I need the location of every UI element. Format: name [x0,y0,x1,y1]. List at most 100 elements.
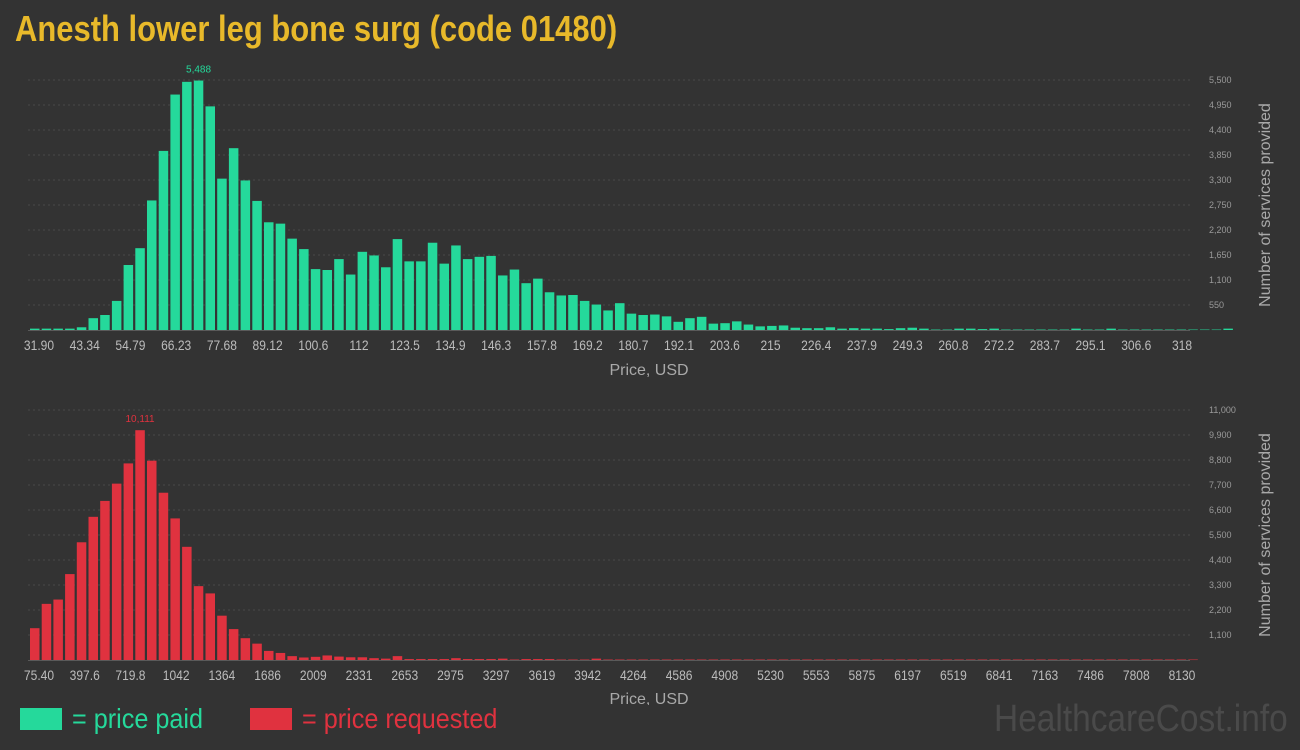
bar [661,659,672,661]
x-tick-label: 5553 [803,667,830,683]
x-tick-label: 75.40 [24,667,54,683]
bar [720,323,730,330]
bar [1047,329,1058,331]
bar [41,328,52,330]
bar [123,265,134,330]
bar [240,180,251,330]
bar [615,303,625,330]
bar [217,178,227,330]
bar [1001,659,1011,661]
bar [1036,329,1046,331]
bar [158,150,169,330]
bar [322,655,332,660]
bar [88,318,98,330]
bar [1223,328,1233,330]
y-tick-label: 4,400 [1209,125,1232,135]
bar [919,328,929,330]
bar [685,659,695,661]
bar [1036,659,1046,661]
bar [790,327,800,330]
y-tick-label: 1,650 [1209,250,1232,260]
bar [299,249,309,330]
bar [111,300,122,330]
y-tick-label: 1,100 [1209,630,1232,640]
bar [41,603,52,660]
x-tick-label: 157.8 [527,337,557,353]
bar [930,329,941,331]
bar [673,659,683,661]
bar [954,659,964,661]
y-tick-label: 6,600 [1209,505,1232,515]
bar [626,313,637,330]
bar [884,659,894,661]
y-tick-label: 5,500 [1209,75,1232,85]
bar [884,329,894,330]
bar [1024,659,1034,661]
bar [404,261,414,330]
bar [228,629,239,660]
bar [76,327,87,330]
bar [334,656,344,660]
bar [509,269,520,330]
bar [416,261,426,330]
bar [802,328,812,330]
y-tick-label: 4,400 [1209,555,1232,565]
bar [299,657,309,660]
bar [650,659,660,661]
bar [813,328,824,330]
bar [895,328,906,330]
bar [1071,328,1081,330]
bar [252,200,262,330]
bar [579,300,590,330]
price-requested-chart: 1,100 2,200 3,300 4,400 5,500 6,600 7,700 8,800… [24,405,1274,705]
x-tick-label: 3619 [529,667,556,683]
y-tick-label: 9,900 [1209,430,1232,440]
x-tick-label: 169.2 [573,337,603,353]
x-tick-label: 1686 [254,667,281,683]
bar [30,328,40,330]
x-tick-label: 4908 [711,667,738,683]
bar [217,615,227,660]
bar [767,659,777,661]
bar [65,328,75,330]
x-tick-label: 89.12 [253,337,283,353]
bar [615,659,625,661]
bar [509,659,520,661]
bar [977,659,988,661]
y-tick-label: 550 [1209,300,1224,310]
y-tick-label: 7,700 [1209,480,1232,490]
bar [556,659,566,661]
x-tick-label: 1364 [208,667,235,683]
bar [708,659,719,661]
bar [1141,329,1151,331]
bar [720,659,730,661]
y-tick-label: 2,750 [1209,200,1232,210]
bar [673,321,683,330]
bar [790,659,800,661]
bar [158,492,169,660]
bar [111,483,122,660]
bar [392,656,403,660]
bar [310,656,321,660]
bar [837,659,847,661]
bar [533,278,543,330]
bar [88,516,98,660]
bar [1071,659,1081,661]
y-axis-title: Number of services provided [1257,103,1274,307]
bar [310,269,321,330]
bar [345,657,356,660]
bar [685,318,695,330]
x-tick-label: 6519 [940,667,967,683]
bar [743,659,754,661]
y-tick-label: 4,950 [1209,100,1232,110]
x-tick-label: 237.9 [847,337,877,353]
bar [860,659,871,661]
bar [205,106,215,330]
bar [954,328,964,330]
y-tick-label: 3,850 [1209,150,1232,160]
x-tick-label: 7163 [1031,667,1058,683]
bar [1024,329,1034,331]
bar [556,295,566,330]
bar [486,255,496,330]
bar [287,238,297,330]
